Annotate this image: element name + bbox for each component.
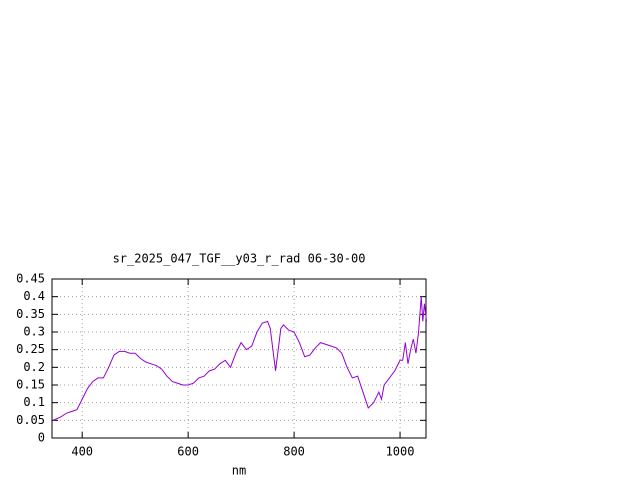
x-tick-label: 400 <box>71 445 93 459</box>
y-tick-label: 0.4 <box>23 289 45 303</box>
x-tick-label: 1000 <box>386 445 415 459</box>
y-tick-label: 0.45 <box>16 272 45 286</box>
y-tick-label: 0 <box>38 431 45 445</box>
x-axis-label: nm <box>232 464 246 478</box>
y-tick-label: 0.3 <box>23 325 45 339</box>
y-tick-label: 0.2 <box>23 360 45 374</box>
x-tick-label: 600 <box>177 445 199 459</box>
y-tick-label: 0.05 <box>16 413 45 427</box>
y-tick-label: 0.15 <box>16 378 45 392</box>
chart-title: sr_2025_047_TGF__y03_r_rad 06-30-00 <box>113 252 366 266</box>
x-tick-label: 800 <box>283 445 305 459</box>
data-line <box>52 296 428 421</box>
y-tick-label: 0.1 <box>23 395 45 409</box>
y-tick-label: 0.25 <box>16 342 45 356</box>
plot-border <box>51 278 427 439</box>
y-tick-label: 0.35 <box>16 307 45 321</box>
